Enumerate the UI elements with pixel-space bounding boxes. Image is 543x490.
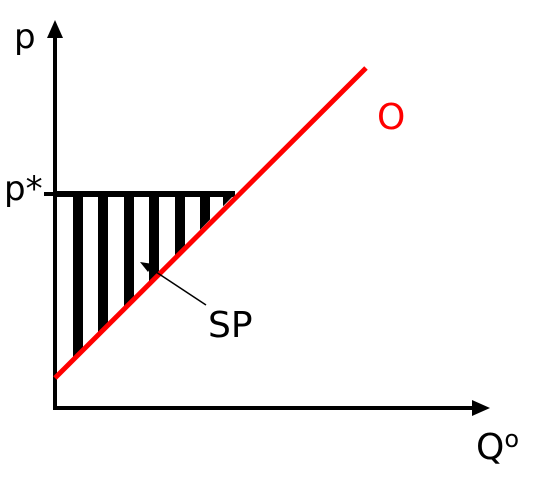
x-axis-arrow-icon [472, 400, 490, 416]
surplus-label: SP [208, 305, 253, 346]
x-axis-label: Qo [476, 427, 519, 466]
y-axis-label: p [14, 17, 36, 57]
surplus-hatched-area [73, 194, 233, 378]
x-axis-label-base: Q [476, 427, 505, 468]
x-axis-label-superscript: o [504, 425, 520, 453]
hatch-stripe [124, 194, 134, 378]
surplus-pointer-arrow-icon [140, 262, 153, 272]
hatch-stripe [223, 194, 233, 378]
surplus-pointer-line [149, 267, 207, 306]
hatch-stripe [73, 194, 83, 378]
hatch-stripe [200, 194, 210, 378]
price-level-label: p* [4, 169, 43, 209]
supply-curve [53, 66, 368, 380]
hatch-stripe [98, 194, 108, 378]
y-axis-arrow-icon [47, 20, 63, 38]
hatch-stripe [149, 194, 159, 378]
supply-curve-label: O [377, 97, 406, 138]
